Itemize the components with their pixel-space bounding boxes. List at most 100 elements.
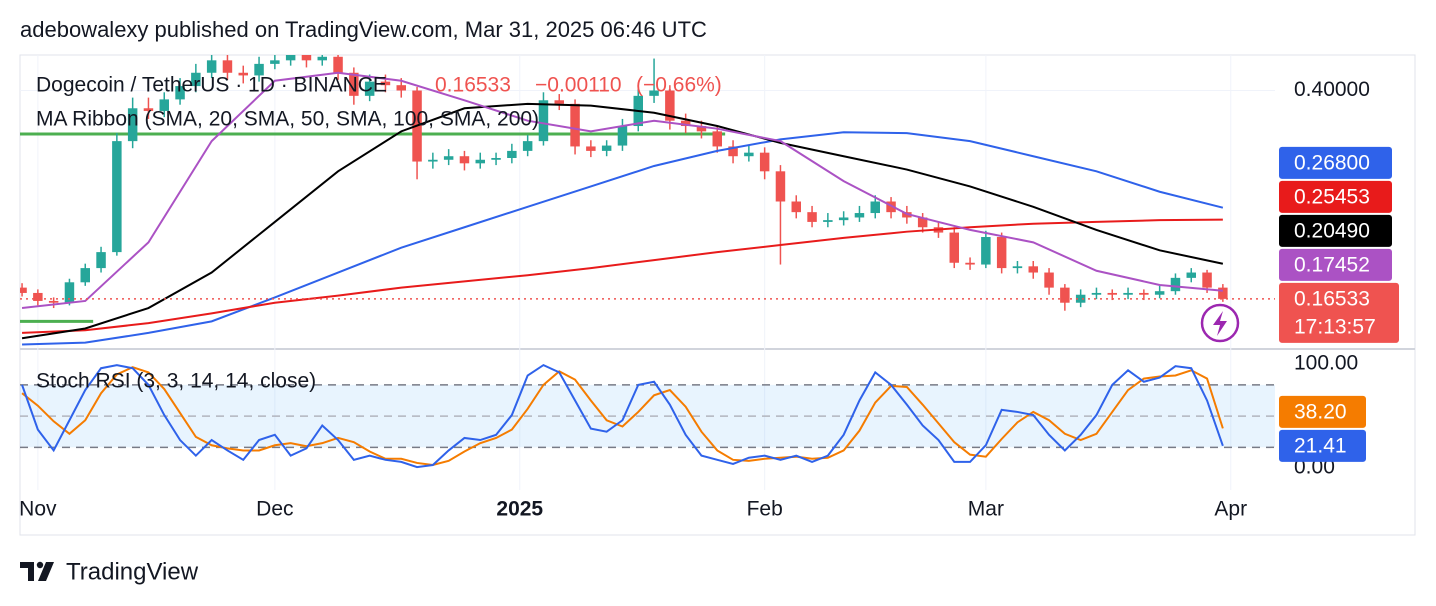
candle-body [586,146,596,151]
candle-body [333,56,343,73]
candle-body [1123,292,1133,295]
candle-body [33,292,43,301]
candle-body [981,237,991,265]
grid [20,55,1275,490]
candle-body [522,141,533,151]
price-label: 0.26800 [1294,151,1370,174]
candle-body [396,85,406,91]
price-label: 0.17452 [1294,253,1370,276]
candle-body [349,72,359,96]
candle-body [222,60,233,73]
candle-body [317,56,327,61]
candle-body [1186,272,1196,278]
candle-body [1060,287,1070,303]
candle-body [459,156,470,164]
candle-body [507,150,517,158]
candle-body [680,120,691,127]
candle-body [949,232,959,263]
overlay: Dogecoin / TetherUS · 1D · BINANCE 0.165… [36,74,1240,393]
candle-body [1154,291,1165,295]
candle-body [775,171,786,202]
x-tick-label: Dec [256,498,293,521]
price-label-box [1279,180,1392,213]
stoch-legend: Stoch RSI (3, 3, 14, 14, close) [36,370,316,393]
candle-body [854,213,865,218]
price-pane [20,55,1275,346]
stoch-k-line [21,363,1224,469]
ma-legend: MA Ribbon (SMA, 20, SMA, 50, SMA, 100, S… [36,108,539,131]
candle-body [823,220,833,222]
candle-body [965,262,975,265]
candle-body [20,287,27,293]
price-label: 0.20490 [1294,219,1370,242]
ma-line [21,102,1224,340]
legend-last: 0.16533 [435,74,511,97]
candle-body [665,90,675,121]
candle-body [1202,272,1212,288]
candle-body [712,131,722,147]
chart-frame [19,54,1416,536]
candle-body [475,159,485,164]
x-tick-label: Nov [19,498,57,521]
candle-body [428,159,438,162]
header: adebowalexy published on TradingView.com… [20,17,707,42]
candle-body [191,72,201,87]
candle-body [791,201,801,213]
candle-body [143,108,154,111]
price-label: 0.25453 [1294,185,1370,208]
stoch-band-fill [20,384,1275,448]
candle-body [112,141,122,253]
x-tick-label: 2025 [496,498,543,521]
ma-line [22,218,1223,334]
candle-body [728,146,738,157]
candle-body [1107,292,1117,295]
candle-body [238,72,248,76]
symbol: Dogecoin / TetherUS · 1D · BINANCE [36,74,387,97]
stoch-d-label: 38.20 [1294,400,1347,423]
price-label-box [1279,146,1392,179]
candle-body [491,157,501,160]
ma-line [22,131,1224,346]
candle-body [301,55,312,61]
candle-body [1028,266,1038,273]
countdown: 17:13:57 [1294,315,1376,338]
candle-body [996,237,1007,269]
stoch-tick-label: 100.00 [1294,352,1358,375]
candle-body [807,212,817,222]
candle-body [64,282,75,303]
candle-body [175,86,185,100]
logo-t [20,562,34,581]
stoch-d-box [1279,395,1366,428]
candle-body [554,100,564,104]
candle-body [744,152,754,157]
candle-body [48,300,59,303]
legend-change: −0.00110 [535,74,622,97]
candle-body [285,55,296,61]
last-price-box [1279,282,1399,343]
candle-body [206,60,217,73]
candle-body [159,99,169,111]
price-label-box [1279,248,1392,281]
candle-body [696,126,707,132]
candle-body [1218,287,1228,299]
stoch-pane [20,363,1275,469]
candle-body [649,90,659,96]
stoch-k-label: 21.41 [1294,434,1347,457]
candle-body [1139,292,1149,295]
candle-body [364,81,375,96]
y-tick-label: 0.40000 [1294,78,1370,101]
candle-body [127,108,138,142]
logo-dot [36,561,44,569]
candle-body [870,201,880,214]
candle-body [96,252,106,269]
candle-body [538,100,549,142]
price-label-box [1279,214,1392,247]
stoch-k-box [1279,429,1366,462]
candle-body [617,126,628,146]
candle-body [443,156,454,160]
candle-body [838,217,849,221]
x-tick-label: Feb [747,498,783,521]
candle-body [917,217,928,228]
candle-body [759,152,770,172]
